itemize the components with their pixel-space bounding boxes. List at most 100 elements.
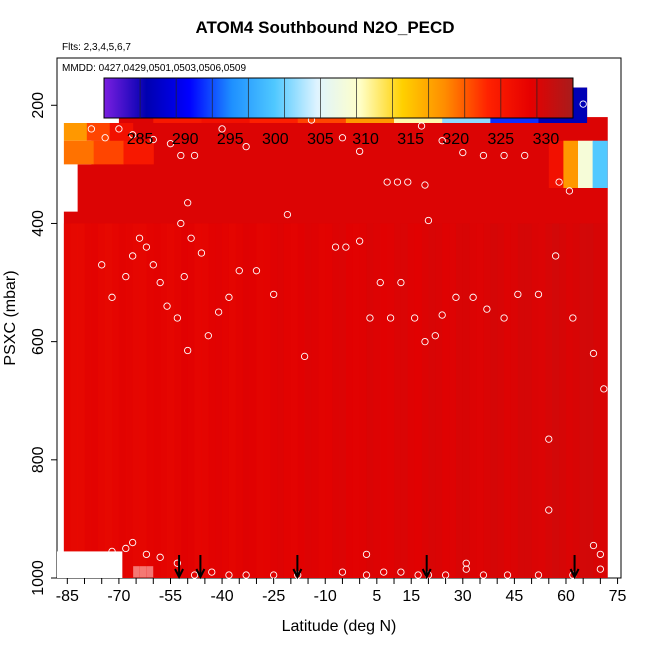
colorbar-tick-label: 310	[352, 131, 379, 148]
sample-point	[180, 272, 188, 281]
heatmap-cell	[194, 223, 202, 579]
sample-point	[225, 571, 233, 579]
heatmap-cell	[187, 223, 195, 579]
sample-point	[521, 151, 529, 160]
heatmap-cell	[462, 223, 470, 579]
colorbar-tick-label: 315	[397, 131, 424, 148]
heatmap-cell	[359, 223, 367, 579]
heatmap-cell	[256, 223, 264, 579]
sample-point	[431, 332, 439, 340]
heatmap-cell	[449, 223, 457, 579]
x-tick-label: -25	[262, 588, 285, 605]
x-tick-label: 75	[609, 588, 627, 605]
sample-point	[366, 314, 374, 322]
sample-point	[101, 134, 109, 142]
heatmap-cell	[400, 223, 409, 579]
sample-point	[503, 571, 512, 579]
heatmap-cell	[538, 223, 546, 579]
heatmap-cell	[290, 223, 299, 579]
sample-point	[438, 137, 446, 145]
sample-point	[129, 252, 137, 260]
sample-point	[469, 293, 477, 301]
colorbar-tick-label: 300	[262, 131, 289, 148]
dates-note: MMDD: 0427,0429,0501,0503,0506,0509	[62, 63, 246, 74]
sample-point	[600, 385, 608, 393]
heatmap-cell	[112, 223, 120, 579]
heatmap-cell	[146, 223, 154, 579]
heatmap-cell	[297, 223, 305, 579]
profile-arrow-head	[292, 568, 303, 580]
sample-point	[565, 187, 574, 195]
heatmap-cell	[132, 223, 140, 579]
heatmap-cell	[442, 223, 450, 579]
heatmap-cell	[304, 223, 312, 579]
heatmap-cell	[139, 223, 147, 579]
sample-point	[135, 234, 144, 242]
heatmap-cell	[483, 223, 491, 579]
sample-point	[483, 305, 491, 313]
sample-point	[462, 565, 470, 573]
heatmap-cell	[407, 223, 415, 579]
heatmap-cell	[565, 223, 574, 579]
heatmap-cell	[469, 223, 477, 579]
y-tick-label: 600	[30, 328, 47, 355]
sample-point	[338, 568, 347, 576]
y-tick-label: 400	[30, 210, 47, 237]
sample-point	[376, 278, 384, 287]
heatmap-cell	[86, 123, 111, 141]
heatmap-cell	[201, 223, 209, 579]
x-tick-label: 60	[557, 588, 575, 605]
heatmap-cell	[123, 140, 154, 165]
colorbar-tick-label: 330	[533, 131, 560, 148]
heatmap-cell	[545, 223, 553, 579]
sample-point	[380, 568, 388, 576]
colorbar-tick-label: 285	[127, 131, 154, 148]
heatmap-cell	[63, 123, 88, 141]
sample-point	[242, 571, 250, 579]
heatmap-cell	[455, 223, 464, 579]
heatmap-cell	[339, 223, 347, 579]
sample-point	[589, 349, 598, 358]
heatmap-gap	[57, 551, 123, 578]
x-tick-label: 30	[454, 588, 472, 605]
sample-point	[218, 125, 226, 133]
heatmap-cell	[270, 223, 278, 579]
sample-point	[355, 237, 364, 245]
heatmap-cell	[586, 223, 594, 579]
sample-point	[500, 314, 508, 322]
heatmap-cell	[387, 223, 395, 579]
heatmap-cell	[249, 223, 257, 579]
y-axis: 200 400 600 800 1000	[30, 92, 57, 596]
x-tick-label: -55	[159, 588, 182, 605]
sample-point	[421, 181, 429, 189]
sample-point	[197, 249, 206, 257]
sample-point	[421, 337, 429, 346]
heatmap-cell	[63, 223, 72, 579]
sample-point	[184, 199, 192, 207]
heatmap-cell	[125, 223, 133, 579]
heatmap-cell	[572, 223, 581, 579]
sample-point	[235, 267, 243, 275]
x-tick-label: -10	[314, 588, 337, 605]
sample-point	[177, 219, 185, 228]
sample-point	[545, 506, 553, 514]
sample-point	[270, 290, 278, 299]
sample-point	[424, 216, 433, 225]
sample-point	[177, 151, 185, 160]
heatmap-cell	[421, 223, 429, 579]
heatmap-cell	[517, 223, 526, 579]
sample-point	[386, 314, 395, 322]
heatmap-cell	[311, 223, 319, 579]
heatmap-cell	[490, 223, 498, 579]
flights-note: Flts: 2,3,4,5,6,7	[62, 42, 131, 53]
heatmap-cell	[318, 223, 326, 579]
profile-arrow-head	[421, 568, 432, 580]
sample-point	[129, 538, 137, 547]
sample-point	[417, 122, 426, 130]
sample-point	[166, 140, 175, 148]
heatmap-cell	[563, 140, 579, 188]
sample-point	[393, 178, 402, 186]
sample-point	[479, 151, 488, 160]
sample-point	[355, 147, 364, 156]
sample-point	[331, 243, 340, 251]
